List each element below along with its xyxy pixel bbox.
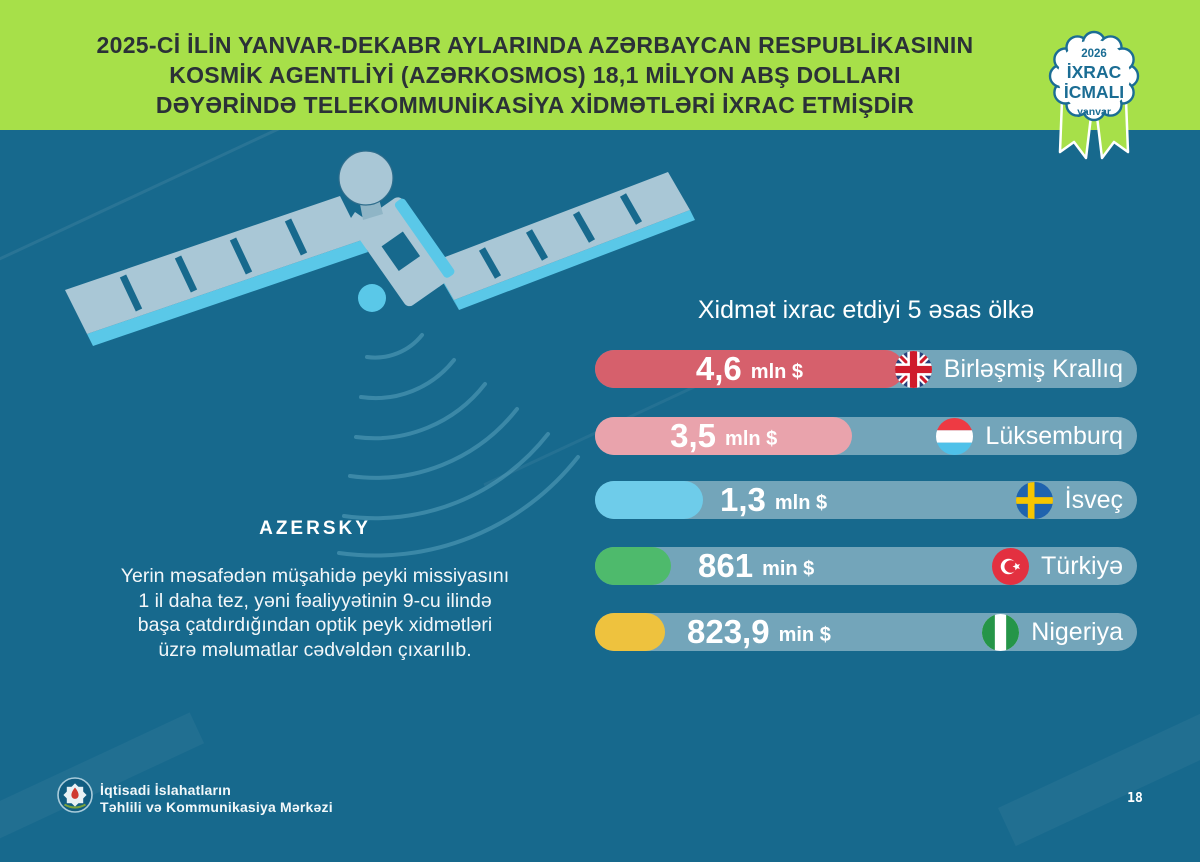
azersky-note-line1: Yerin məsafədən müşahidə peyki missiyası… (120, 565, 510, 587)
turkey-flag-icon (992, 547, 1030, 585)
bar-fill (595, 481, 704, 519)
bar-row-luxembourg: 3,5 mln $ Lüksemburq (595, 417, 1137, 455)
bg-streak (997, 655, 1200, 847)
state-emblem-icon (57, 777, 93, 813)
bar-value: 823,9 min $ (687, 613, 831, 651)
bar-value-unit: min $ (762, 558, 815, 580)
bar-row-sweden: 1,3 mln $ İsveç (595, 481, 1137, 519)
satellite-emitter-icon (358, 284, 386, 312)
bar-value-unit: min $ (778, 624, 831, 646)
bar-value-unit: mln $ (750, 361, 804, 383)
united-kingdom-flag-icon (894, 350, 932, 388)
bar-value-unit: mln $ (774, 492, 828, 514)
country-label: Lüksemburq (985, 421, 1123, 450)
page-number: 18 (1127, 791, 1143, 806)
bar-value: 1,3 mln $ (720, 481, 827, 519)
azersky-note-line4: üzrə məlumatlar cədvəldən çıxarılıb. (158, 638, 472, 661)
satellite-icon (65, 150, 695, 558)
rosette-badge-icon: 2026 İXRAC İCMALI yanvar (1048, 30, 1140, 160)
satellite-dish-icon (338, 150, 394, 206)
azersky-note: Yerin məsafədən müşahidə peyki missiyası… (85, 564, 545, 662)
bar-country: Türkiyə (992, 547, 1123, 585)
country-label: Türkiyə (1041, 551, 1123, 580)
bar-row-united-kingdom: 4,6 mln $ Birləşmiş Krallıq (595, 350, 1137, 388)
bar-value: 4,6 mln $ (595, 350, 904, 388)
nigeria-flag-icon (982, 613, 1020, 651)
bar-country: Nigeriya (982, 613, 1123, 651)
luxembourg-flag-icon (936, 417, 974, 455)
bar-value-number: 1,3 (720, 481, 766, 518)
bar-track (595, 547, 1137, 585)
azersky-note-line2: 1 il daha tez, yəni fəaliyyətinin 9-cu i… (138, 589, 492, 612)
satellite-body (354, 197, 455, 307)
bar-track (595, 613, 1137, 651)
satellite-illustration (40, 140, 740, 570)
org-name: İqtisadi İslahatların Təhlili və Kommuni… (100, 782, 333, 816)
bar-country: Birləşmiş Krallıq (894, 350, 1123, 388)
page-title-line2: KOSMİK AGENTLİYİ (AZƏRKOSMOS) 18,1 MİLYO… (169, 62, 901, 88)
page-title-line1: 2025-Cİ İLİN YANVAR-DEKABR AYLARINDA AZƏ… (96, 32, 974, 58)
badge-title-line1: İXRAC (1067, 62, 1122, 82)
bar-fill (595, 613, 666, 651)
bar-fill (595, 350, 904, 388)
bar-value-number: 3,5 (670, 417, 717, 454)
chart-title: Xidmət ixrac etdiyi 5 əsas ölkə (697, 296, 1035, 324)
bar-row-turkey: 861 min $ Türkiyə (595, 547, 1137, 585)
bar-value: 861 min $ (698, 547, 814, 585)
bar-value-number: 861 (698, 547, 754, 584)
bar-value-number: 4,6 (695, 350, 742, 387)
country-label: Nigeriya (1031, 617, 1123, 646)
header-band: 2025-Cİ İLİN YANVAR-DEKABR AYLARINDA AZƏ… (0, 0, 1200, 130)
page-title: 2025-Cİ İLİN YANVAR-DEKABR AYLARINDA AZƏ… (40, 30, 1030, 120)
export-review-badge: 2026 İXRAC İCMALI yanvar (1028, 18, 1160, 183)
page-title-line3: DƏYƏRİNDƏ TELEKOMMUNİKASİYA XİDMƏTLƏRİ İ… (155, 92, 915, 118)
solar-panel-right (432, 172, 695, 310)
bar-country: İsveç (1015, 481, 1123, 519)
org-name-line1: İqtisadi İslahatların (100, 782, 232, 798)
bar-value-number: 823,9 (687, 613, 770, 650)
bar-row-nigeria: 823,9 min $ Nigeriya (595, 613, 1137, 651)
signal-waves-icon (337, 333, 580, 558)
bar-value-unit: mln $ (725, 428, 778, 450)
badge-year: 2026 (1081, 48, 1107, 60)
sweden-flag-icon (1015, 481, 1053, 519)
badge-title-line2: İCMALI (1064, 82, 1124, 102)
country-label: İsveç (1064, 485, 1123, 514)
org-name-line2: Təhlili və Kommunikasiya Mərkəzi (100, 799, 333, 815)
bar-value: 3,5 mln $ (595, 417, 852, 455)
org-emblem (56, 776, 94, 814)
bar-fill (595, 417, 853, 455)
country-label: Birləşmiş Krallıq (943, 354, 1123, 383)
bar-fill (595, 547, 671, 585)
bar-country: Lüksemburq (936, 417, 1123, 455)
azersky-label: AZERSKY (259, 518, 371, 539)
solar-panel-left (65, 196, 368, 346)
badge-subtitle: yanvar (1077, 106, 1111, 118)
azersky-note-line3: başa çatdırdığından optik peyk xidmətlər… (137, 614, 493, 636)
